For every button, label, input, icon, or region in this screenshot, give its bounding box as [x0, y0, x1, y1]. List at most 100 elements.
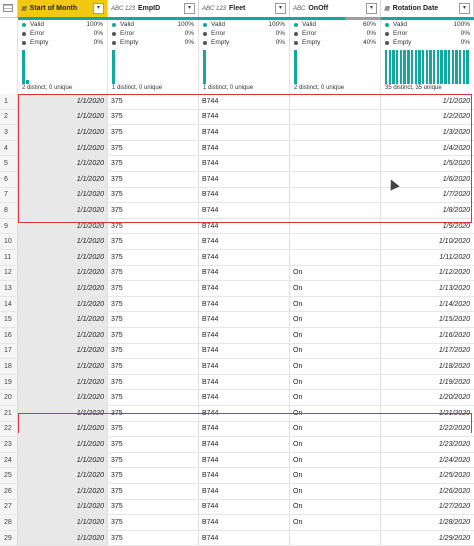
cell-empid[interactable]: 375 [108, 218, 199, 234]
value-distribution-chart[interactable] [385, 50, 470, 84]
table-row[interactable]: 3 1/1/2020 375 B744 1/3/2020 [0, 125, 474, 141]
cell-empid[interactable]: 375 [108, 406, 199, 421]
cell-empid[interactable]: 375 [108, 484, 199, 499]
row-number[interactable]: 22 [0, 421, 18, 437]
cell-start-of-month[interactable]: 1/1/2020 [18, 234, 108, 249]
table-row[interactable]: 5 1/1/2020 375 B744 1/5/2020 [0, 156, 474, 172]
table-row[interactable]: 11 1/1/2020 375 B744 1/11/2020 [0, 250, 474, 266]
cell-fleet[interactable]: B744 [199, 234, 290, 249]
histogram-bar[interactable] [458, 50, 462, 84]
histogram-bar[interactable] [429, 50, 432, 84]
row-number[interactable]: 16 [0, 328, 18, 343]
cell-onoff[interactable] [290, 125, 381, 140]
cell-fleet[interactable]: B744 [199, 374, 290, 390]
histogram-bar[interactable] [396, 50, 399, 84]
cell-onoff[interactable] [290, 172, 381, 187]
histogram-bar[interactable] [440, 50, 443, 84]
cell-fleet[interactable]: B744 [199, 359, 290, 374]
cell-empid[interactable]: 375 [108, 328, 199, 343]
cell-onoff[interactable]: On [290, 328, 381, 343]
cell-rotation-date[interactable]: 1/6/2020 [442, 175, 470, 183]
row-number[interactable]: 15 [0, 312, 18, 327]
row-number[interactable]: 19 [0, 374, 18, 390]
cell-start-of-month[interactable]: 1/1/2020 [18, 218, 108, 234]
cell-onoff[interactable] [290, 156, 381, 171]
filter-dropdown-icon[interactable]: ▾ [366, 3, 377, 14]
cell-rotation-date[interactable]: 1/24/2020 [438, 456, 470, 464]
filter-dropdown-icon[interactable]: ▾ [459, 3, 470, 14]
row-number[interactable]: 6 [0, 172, 18, 187]
cell-start-of-month[interactable]: 1/1/2020 [18, 484, 108, 499]
histogram-bar[interactable] [462, 50, 465, 84]
row-number[interactable]: 25 [0, 468, 18, 483]
cell-rotation-date[interactable]: 1/5/2020 [442, 160, 470, 168]
row-number[interactable]: 20 [0, 390, 18, 405]
histogram-bar[interactable] [294, 50, 297, 84]
cell-onoff[interactable] [290, 187, 381, 203]
histogram-bar[interactable] [26, 80, 29, 84]
table-row[interactable]: 18 1/1/2020 375 B744 On 1/18/2020 [0, 359, 474, 375]
row-number[interactable]: 12 [0, 265, 18, 281]
table-row[interactable]: 4 1/1/2020 375 B744 1/4/2020 [0, 140, 474, 157]
cell-rotation-date[interactable]: 1/20/2020 [438, 394, 470, 402]
cell-empid[interactable]: 375 [108, 172, 199, 187]
cell-start-of-month[interactable]: 1/1/2020 [18, 437, 108, 452]
cell-rotation-date[interactable]: 1/21/2020 [438, 409, 470, 417]
histogram-bar[interactable] [414, 50, 417, 84]
any-type-icon[interactable]: ABC 123 [202, 5, 227, 12]
histogram-bar[interactable] [410, 50, 414, 84]
cell-start-of-month[interactable]: 1/1/2020 [18, 296, 108, 312]
cell-fleet[interactable]: B744 [199, 312, 290, 327]
cell-empid[interactable]: 375 [108, 452, 199, 468]
cell-onoff[interactable]: On [290, 515, 381, 530]
cell-empid[interactable]: 375 [108, 421, 199, 437]
table-row[interactable]: 27 1/1/2020 375 B744 On 1/27/2020 [0, 499, 474, 516]
histogram-bar[interactable] [444, 50, 447, 84]
filter-dropdown-icon[interactable]: ▾ [275, 3, 286, 14]
cell-fleet[interactable]: B744 [199, 94, 290, 109]
value-distribution-chart[interactable] [22, 50, 103, 84]
cell-empid[interactable]: 375 [108, 515, 199, 530]
cell-rotation-date[interactable]: 1/23/2020 [438, 440, 470, 448]
table-menu-button[interactable] [0, 0, 18, 17]
row-number[interactable]: 5 [0, 156, 18, 171]
histogram-bar[interactable] [447, 50, 451, 84]
cell-fleet[interactable]: B744 [199, 421, 290, 437]
value-distribution-chart[interactable] [203, 50, 285, 84]
cell-start-of-month[interactable]: 1/1/2020 [18, 203, 108, 218]
cell-fleet[interactable]: B744 [199, 140, 290, 156]
cell-empid[interactable]: 375 [108, 499, 199, 515]
cell-rotation-date[interactable]: 1/9/2020 [442, 222, 470, 230]
column-header-start-of-month[interactable]: ▦ Start of Month ▾ [18, 0, 108, 17]
cell-fleet[interactable]: B744 [199, 265, 290, 281]
cell-onoff[interactable]: On [290, 312, 381, 327]
cell-empid[interactable]: 375 [108, 156, 199, 171]
cell-onoff[interactable]: On [290, 484, 381, 499]
row-number[interactable]: 26 [0, 484, 18, 499]
table-row[interactable]: 21 1/1/2020 375 B744 On 1/21/2020 [0, 406, 474, 422]
cell-onoff[interactable]: On [290, 468, 381, 483]
cell-onoff[interactable] [290, 234, 381, 249]
row-number[interactable]: 8 [0, 203, 18, 218]
cell-fleet[interactable]: B744 [199, 515, 290, 530]
column-header-rotation-date[interactable]: ▦ Rotation Date ▾ [381, 0, 474, 17]
row-number[interactable]: 24 [0, 452, 18, 468]
cell-rotation-date[interactable]: 1/19/2020 [438, 378, 470, 386]
cell-rotation-date[interactable]: 1/4/2020 [442, 144, 470, 152]
cell-onoff[interactable] [290, 109, 381, 125]
text-type-icon[interactable]: ABC [293, 5, 306, 12]
cell-empid[interactable]: 375 [108, 125, 199, 140]
table-row[interactable]: 29 1/1/2020 375 B744 1/29/2020 [0, 530, 474, 546]
cell-start-of-month[interactable]: 1/1/2020 [18, 109, 108, 125]
cell-onoff[interactable]: On [290, 343, 381, 359]
row-number[interactable]: 29 [0, 530, 18, 546]
table-row[interactable]: 25 1/1/2020 375 B744 On 1/25/2020 [0, 468, 474, 484]
row-number[interactable]: 14 [0, 296, 18, 312]
row-number[interactable]: 21 [0, 406, 18, 421]
cell-start-of-month[interactable]: 1/1/2020 [18, 421, 108, 437]
cell-rotation-date[interactable]: 1/16/2020 [438, 331, 470, 339]
cell-fleet[interactable]: B744 [199, 281, 290, 296]
row-number[interactable]: 23 [0, 437, 18, 452]
row-number[interactable]: 3 [0, 125, 18, 140]
cell-fleet[interactable]: B744 [199, 250, 290, 265]
